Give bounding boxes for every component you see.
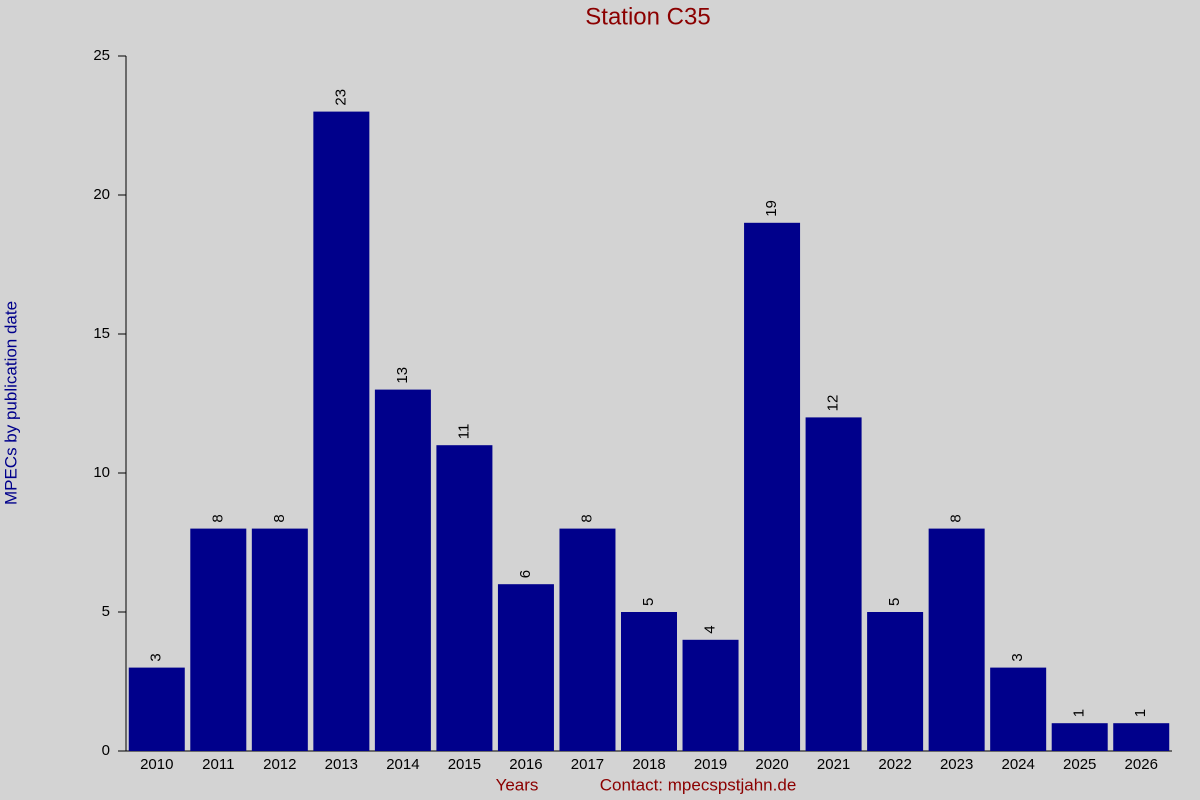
value-label: 3	[1009, 653, 1026, 661]
x-tick-label: 2011	[202, 756, 234, 773]
bar	[928, 528, 985, 751]
x-tick-label: 2019	[694, 756, 727, 773]
bar	[559, 528, 616, 751]
value-label: 6	[517, 570, 534, 578]
x-tick-label: 2025	[1063, 756, 1096, 773]
contact: Contact: mpecspstjahn.de	[600, 775, 797, 794]
bar	[744, 222, 801, 752]
bar	[1113, 723, 1170, 751]
value-label: 4	[701, 625, 718, 633]
value-label: 8	[209, 514, 226, 522]
value-label: 5	[886, 598, 903, 606]
bar	[190, 528, 247, 751]
bar	[251, 528, 308, 751]
x-tick-label: 2016	[509, 756, 542, 773]
x-tick-label: 2018	[632, 756, 665, 773]
bar	[374, 389, 431, 751]
y-tick-label: 20	[93, 186, 110, 203]
value-label: 1	[1071, 709, 1088, 717]
bar	[682, 639, 739, 751]
value-label: 11	[455, 424, 472, 440]
bar	[128, 667, 185, 751]
x-tick-label: 2012	[263, 756, 296, 773]
bar	[990, 667, 1047, 751]
bar	[867, 612, 924, 751]
y-axis-label: MPECs by publication date	[1, 301, 20, 505]
x-tick-label: 2010	[140, 756, 173, 773]
y-tick-label: 15	[93, 325, 110, 342]
value-label: 3	[148, 653, 165, 661]
x-tick-label: 2022	[878, 756, 911, 773]
x-tick-label: 2021	[817, 756, 850, 773]
value-label: 12	[825, 395, 842, 412]
value-label: 8	[271, 514, 288, 522]
value-label: 8	[948, 514, 965, 522]
x-tick-label: 2017	[571, 756, 604, 773]
bar	[313, 111, 370, 752]
bar	[497, 584, 554, 751]
value-label: 23	[332, 89, 349, 106]
chart-title: Station C35	[585, 3, 710, 30]
value-label: 5	[640, 598, 657, 606]
x-tick-label: 2020	[755, 756, 788, 773]
x-tick-label: 2013	[325, 756, 358, 773]
value-label: 19	[763, 200, 780, 217]
value-label: 1	[1132, 709, 1149, 717]
bar	[1051, 723, 1108, 751]
x-tick-label: 2015	[448, 756, 481, 773]
y-tick-label: 10	[93, 464, 110, 481]
x-tick-label: 2023	[940, 756, 973, 773]
bar	[621, 612, 677, 751]
x-tick-label: 2024	[1001, 756, 1034, 773]
x-tick-label: 2026	[1125, 756, 1158, 773]
x-axis-label: Years	[496, 775, 539, 794]
bar	[805, 417, 862, 751]
bar	[436, 445, 493, 751]
x-tick-label: 2014	[386, 756, 419, 773]
y-tick-label: 0	[102, 742, 110, 759]
value-label: 13	[394, 367, 411, 384]
value-label: 8	[578, 514, 595, 522]
y-tick-label: 5	[102, 603, 110, 620]
y-tick-label: 25	[93, 47, 110, 64]
